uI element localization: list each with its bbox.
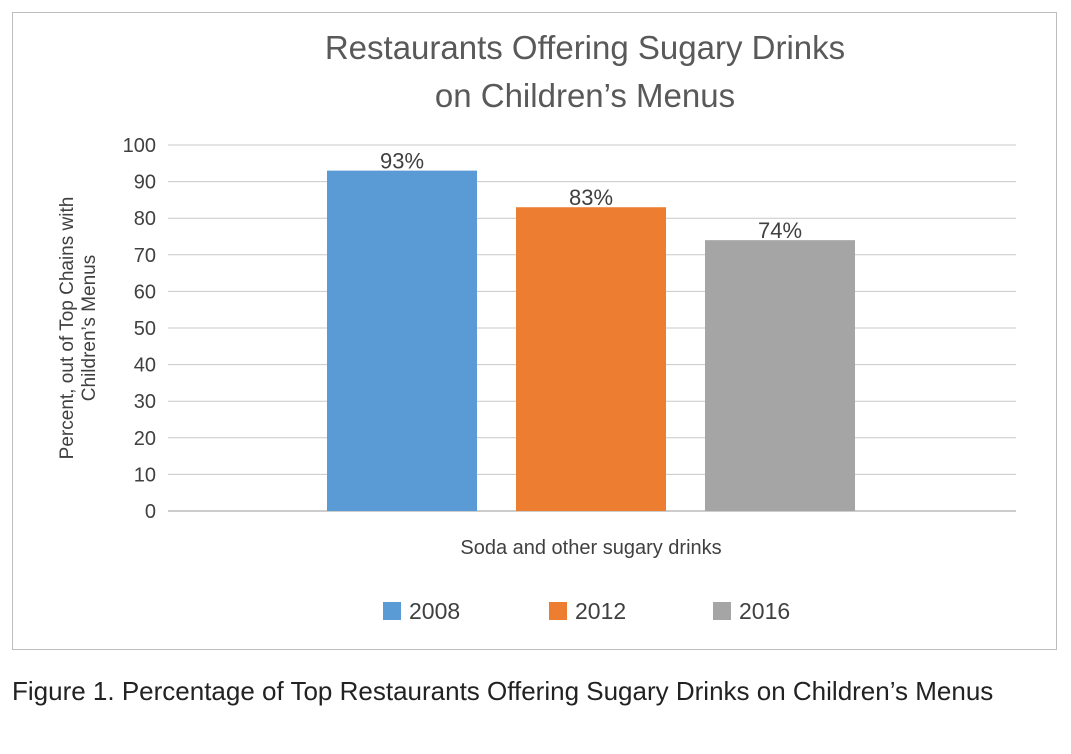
y-tick-label: 0 xyxy=(145,501,156,523)
legend: 2008 2012 2016 xyxy=(383,598,790,624)
y-axis-ticks: 0 10 20 30 40 50 60 70 80 90 100 xyxy=(123,135,156,523)
y-axis-label-line: Percent, out of Top Chains with xyxy=(57,197,78,460)
y-tick-label: 100 xyxy=(123,135,156,157)
legend-swatch-2016 xyxy=(713,602,731,620)
bar-2016 xyxy=(705,240,855,511)
chart-title-line: Restaurants Offering Sugary Drinks xyxy=(325,29,845,66)
bar-2008 xyxy=(327,170,477,511)
y-tick-label: 80 xyxy=(134,208,156,230)
y-tick-label: 10 xyxy=(134,464,156,486)
y-axis-label-line: Children’s Menus xyxy=(79,255,100,401)
figure-caption: Figure 1. Percentage of Top Restaurants … xyxy=(12,676,994,706)
bars xyxy=(327,170,855,511)
x-axis-label: Soda and other sugary drinks xyxy=(460,537,721,559)
chart-title-line: on Children’s Menus xyxy=(435,77,735,114)
chart-title: Restaurants Offering Sugary Drinks on Chi… xyxy=(325,29,845,114)
bar-2012 xyxy=(516,207,666,511)
y-tick-label: 70 xyxy=(134,245,156,267)
y-tick-label: 90 xyxy=(134,172,156,194)
data-label-2016: 74% xyxy=(758,218,802,243)
bar-chart: Restaurants Offering Sugary Drinks on Chi… xyxy=(57,29,1016,624)
y-tick-label: 40 xyxy=(134,355,156,377)
chart-frame: Restaurants Offering Sugary Drinks on Chi… xyxy=(12,12,1057,650)
data-labels: 93% 83% 74% xyxy=(380,149,802,244)
y-tick-label: 60 xyxy=(134,281,156,303)
y-tick-label: 20 xyxy=(134,428,156,450)
legend-swatch-2008 xyxy=(383,602,401,620)
y-tick-label: 50 xyxy=(134,318,156,340)
y-axis-label: Percent, out of Top Chains with Children’… xyxy=(57,197,100,460)
data-label-2012: 83% xyxy=(569,185,613,210)
legend-label-2008: 2008 xyxy=(409,598,460,624)
data-label-2008: 93% xyxy=(380,149,424,174)
legend-label-2016: 2016 xyxy=(739,598,790,624)
legend-label-2012: 2012 xyxy=(575,598,626,624)
legend-swatch-2012 xyxy=(549,602,567,620)
y-tick-label: 30 xyxy=(134,391,156,413)
